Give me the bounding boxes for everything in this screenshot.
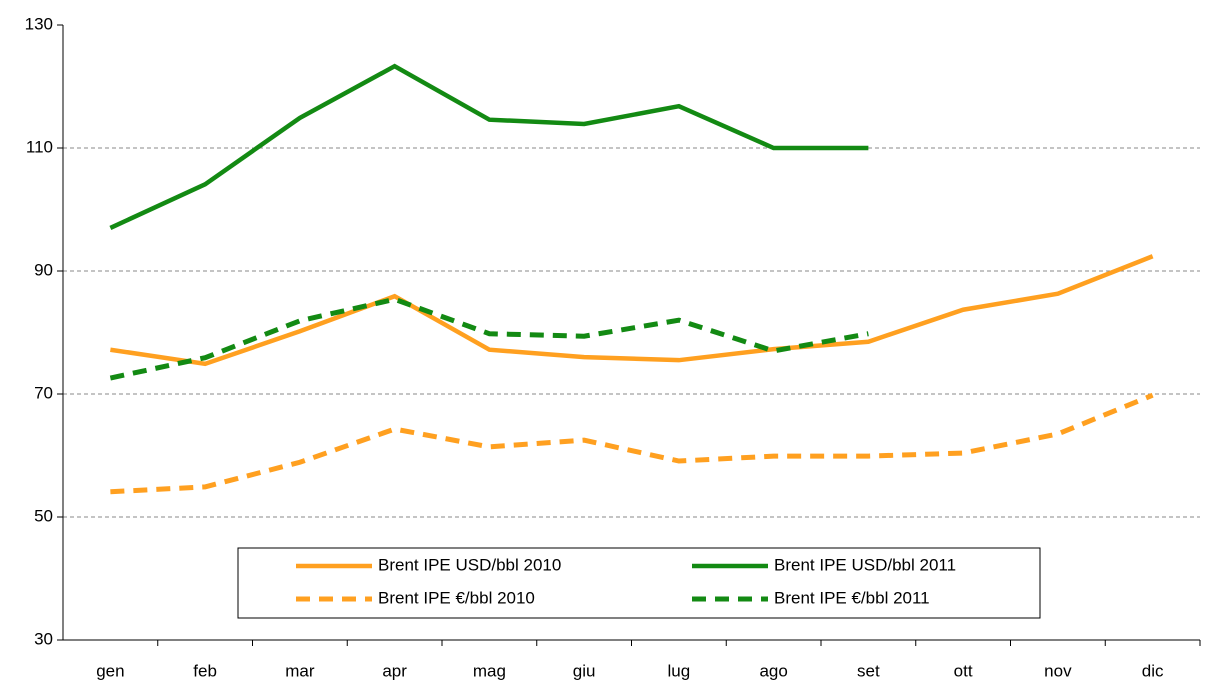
- legend: [237, 547, 1041, 619]
- legend-label: Brent IPE €/bbl 2011: [774, 588, 930, 607]
- x-tick-label: nov: [1044, 661, 1072, 680]
- y-tick-label: 110: [26, 137, 53, 156]
- x-tick-label: gen: [96, 661, 124, 680]
- y-tick-label: 90: [34, 260, 53, 279]
- y-tick-label: 50: [34, 506, 53, 525]
- series-line: [109, 296, 869, 381]
- x-tick-label: ago: [759, 661, 787, 680]
- x-tick-label: mag: [473, 661, 506, 680]
- x-tick-label: mar: [285, 661, 315, 680]
- legend-label: Brent IPE €/bbl 2010: [378, 588, 535, 607]
- y-tick-label: 30: [34, 629, 53, 648]
- legend-label: Brent IPE USD/bbl 2010: [378, 555, 561, 574]
- series-line: [110, 392, 1154, 495]
- x-tick-label: giu: [573, 661, 596, 680]
- legend-label: Brent IPE USD/bbl 2011: [774, 555, 956, 574]
- x-tick-label: lug: [668, 661, 691, 680]
- series-line: [109, 63, 869, 230]
- y-tick-label: 130: [25, 14, 53, 33]
- x-tick-label: dic: [1142, 661, 1164, 680]
- x-tick-label: ott: [954, 661, 973, 680]
- x-tick-label: feb: [193, 661, 217, 680]
- x-tick-label: apr: [382, 661, 407, 680]
- x-tick-label: set: [857, 661, 880, 680]
- series-line: [110, 254, 1154, 367]
- y-tick-label: 70: [34, 383, 53, 402]
